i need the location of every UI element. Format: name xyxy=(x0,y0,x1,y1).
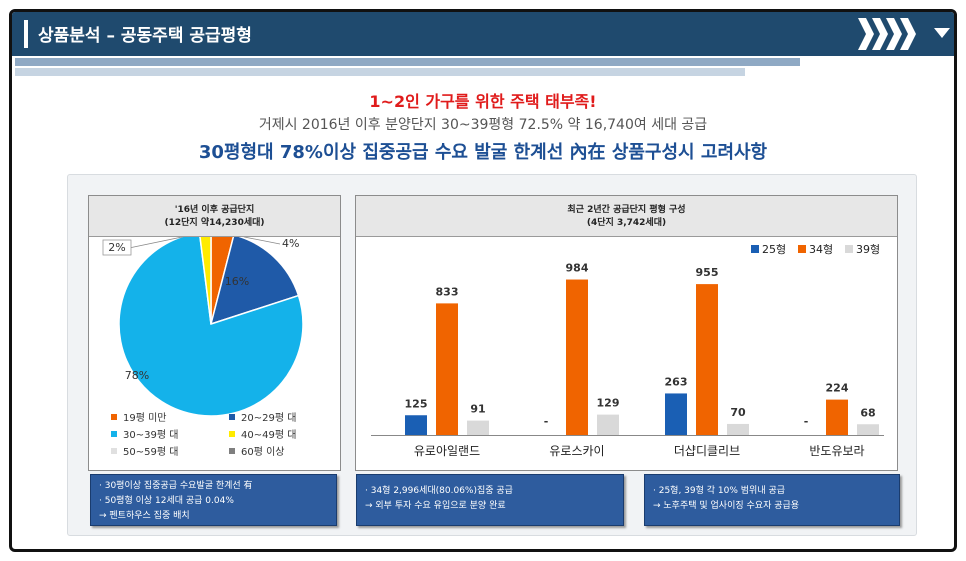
bar-legend-label: 39형 xyxy=(856,243,880,256)
bar-data-label: 955 xyxy=(696,266,719,279)
bar-data-label: 224 xyxy=(826,382,849,395)
pie-data-label: 78% xyxy=(125,369,149,382)
headline-main: 30평형대 78%이상 집중공급 수요 발굴 한계선 內在 상품구성시 고려사항 xyxy=(198,142,768,163)
chevrons-icon xyxy=(858,18,916,50)
accent-stripe-light xyxy=(15,68,745,76)
bar-data-label: - xyxy=(804,415,809,428)
pie-legend-label: 60평 이상 xyxy=(241,446,285,458)
bar-data-label: 984 xyxy=(566,262,589,275)
bar-legend-label: 34형 xyxy=(809,243,833,256)
bar xyxy=(566,279,588,435)
bar-legend-swatch xyxy=(845,245,853,253)
note-2-line: · 34형 2,996세대(80.06%)집중 공급 xyxy=(365,486,513,496)
bar-data-label: 129 xyxy=(597,397,620,410)
bar-chart: 25형 34형 39형 125 833 91 유로아일랜드 - 984 129 유로스카이 263 95… xyxy=(371,243,884,458)
content-area: '16년 이후 공급단지 (12단지 약14,230세대) 4% 16% 78% 2%… xyxy=(67,174,917,536)
pie-data-label: 16% xyxy=(225,275,249,288)
bar-data-label: 68 xyxy=(860,406,875,419)
note-3-line: → 노후주택 및 업사이징 수요자 공급용 xyxy=(653,501,800,511)
slide-title: 상품분석 – 공동주택 공급평형 xyxy=(38,26,252,46)
category-label: 더샵디클리브 xyxy=(674,444,740,458)
bar-data-label: - xyxy=(544,415,549,428)
pie-data-label: 2% xyxy=(108,241,125,254)
note-box-2: · 34형 2,996세대(80.06%)집중 공급 → 외부 투자 수요 유입… xyxy=(356,474,624,526)
bar-title-line2: (4단지 3,742세대) xyxy=(586,218,667,228)
bar xyxy=(727,423,749,435)
pie-slice xyxy=(118,237,304,417)
bar-panel: 최근 2년간 공급단지 평형 구성 (4단지 3,742세대) 25형 34형 39… xyxy=(355,195,898,471)
pie-legend-label: 19평 미만 xyxy=(123,412,167,424)
pie-legend-swatch xyxy=(229,448,235,454)
pie-legend-label: 30~39평 대 xyxy=(123,429,178,441)
pie-legend-label: 20~29평 대 xyxy=(241,412,296,424)
bar-legend-swatch xyxy=(798,245,806,253)
bar-data-label: 70 xyxy=(730,406,746,419)
pie-label-box xyxy=(102,239,132,256)
bar xyxy=(665,393,687,435)
headline-sub: 거제시 2016년 이후 분양단지 30~39평형 72.5% 약 16,740… xyxy=(258,117,708,133)
pie-title-line2: (12단지 약14,230세대) xyxy=(164,218,265,228)
header-accent-bar xyxy=(24,20,28,48)
pie-legend-swatch xyxy=(111,448,117,454)
pie-panel-title: '16년 이후 공급단지 (12단지 약14,230세대) xyxy=(89,196,340,237)
bar-panel-title: 최근 2년간 공급단지 평형 구성 (4단지 3,742세대) xyxy=(356,196,897,237)
slide-frame: 상품분석 – 공동주택 공급평형 1~2인 가구를 위한 주택 태부족! 거제시… xyxy=(9,9,957,552)
note-1-line: → 펜트하우스 집중 배치 xyxy=(99,511,190,521)
pie-panel: '16년 이후 공급단지 (12단지 약14,230세대) 4% 16% 78% 2%… xyxy=(88,195,341,471)
bar xyxy=(405,415,427,435)
slide-header: 상품분석 – 공동주택 공급평형 xyxy=(12,12,954,56)
note-1-line: · 50평형 이상 12세대 공급 0.04% xyxy=(99,496,234,506)
note-box-3: · 25형, 39형 각 10% 범위내 공급 → 노후주택 및 업사이징 수요… xyxy=(644,474,900,526)
category-label: 유로스카이 xyxy=(549,444,604,458)
pie-slice xyxy=(199,237,212,325)
note-1-line: · 30평이상 집중공급 수요발굴 한계선 有 xyxy=(99,481,253,491)
pie-leader-line xyxy=(128,237,184,249)
bar xyxy=(857,424,879,435)
bar-data-label: 263 xyxy=(665,375,688,388)
bar-data-label: 833 xyxy=(436,285,459,298)
note-3-line: · 25형, 39형 각 10% 범위내 공급 xyxy=(653,486,786,496)
bar-data-label: 125 xyxy=(405,397,428,410)
pie-legend-swatch xyxy=(229,431,235,437)
pie-title-line1: '16년 이후 공급단지 xyxy=(174,205,255,215)
bar-legend-swatch xyxy=(751,245,759,253)
bar-data-label: 91 xyxy=(470,403,485,416)
pie-legend-swatch xyxy=(111,414,117,420)
note-2-line: → 외부 투자 수요 유입으로 분양 완료 xyxy=(365,501,506,511)
pie-legend-swatch xyxy=(229,414,235,420)
bar-legend-label: 25형 xyxy=(762,243,786,256)
note-box-1: · 30평이상 집중공급 수요발굴 한계선 有 · 50평형 이상 12세대 공… xyxy=(90,474,337,526)
bar xyxy=(597,414,619,435)
bar-title-line1: 최근 2년간 공급단지 평형 구성 xyxy=(567,205,686,215)
category-label: 반도유보라 xyxy=(809,444,864,458)
pie-legend-label: 50~59평 대 xyxy=(123,446,178,458)
bar xyxy=(826,399,848,435)
category-label: 유로아일랜드 xyxy=(414,444,480,458)
pie-legend-swatch xyxy=(111,431,117,437)
bar xyxy=(696,284,718,435)
accent-stripe xyxy=(15,58,800,66)
bar xyxy=(467,420,489,435)
pie-chart: 4% 16% 78% 2% 19평 미만 20~29평 대 30~39평 대 40~49평 대… xyxy=(102,237,304,458)
headline-red: 1~2인 가구를 위한 주택 태부족! xyxy=(369,92,597,111)
pie-leader-line xyxy=(242,237,281,245)
bar xyxy=(436,303,458,435)
chevron-down-icon xyxy=(934,28,950,38)
pie-data-label: 4% xyxy=(282,237,299,250)
pie-legend-label: 40~49평 대 xyxy=(241,429,296,441)
